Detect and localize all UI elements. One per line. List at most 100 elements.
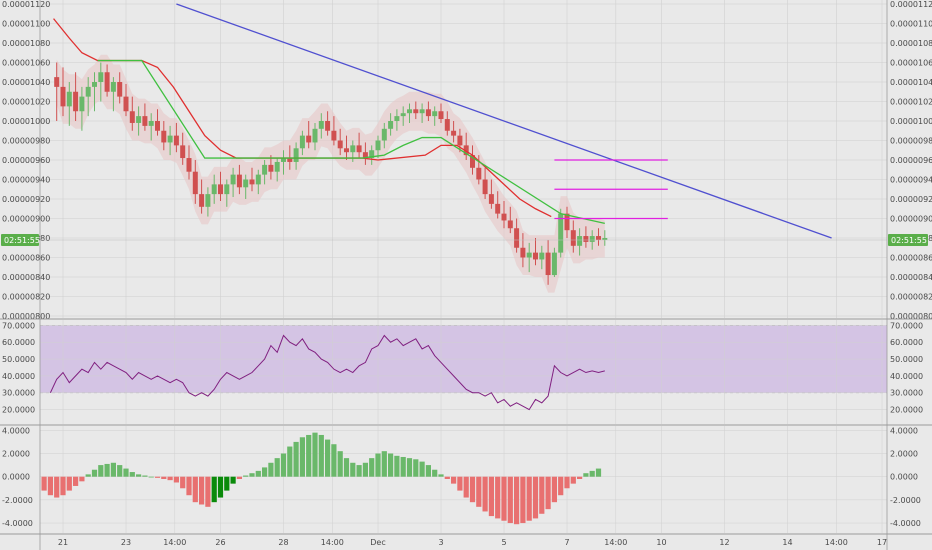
candle-bear[interactable] — [173, 135, 179, 146]
hist-bar-positive[interactable] — [318, 434, 324, 477]
candle-bear[interactable] — [180, 145, 186, 159]
candle-bear[interactable] — [344, 148, 349, 153]
hist-bar-positive[interactable] — [331, 444, 337, 477]
candle-bear[interactable] — [463, 145, 469, 156]
hist-bar-positive[interactable] — [280, 453, 287, 477]
hist-bar-negative[interactable] — [73, 476, 79, 486]
candle-bull[interactable] — [539, 252, 545, 260]
candle-bear[interactable] — [325, 121, 331, 131]
hist-bar-negative[interactable] — [514, 476, 520, 525]
candle-bear[interactable] — [236, 174, 242, 188]
candle-bull[interactable] — [85, 86, 91, 97]
price-panel[interactable]: 0.00001120 0.00001120 0.00001100 0.00001100… — [0, 0, 932, 321]
candle-bear[interactable] — [470, 155, 475, 168]
hist-bar-negative[interactable] — [457, 476, 463, 491]
candle-bear[interactable] — [249, 179, 255, 185]
hist-bar-positive[interactable] — [306, 434, 312, 477]
candle-bear[interactable] — [186, 158, 192, 172]
candle-bull[interactable] — [394, 116, 400, 121]
hist-bar-negative[interactable] — [186, 476, 192, 496]
hist-bar-positive[interactable] — [343, 458, 350, 477]
candle-bear[interactable] — [362, 152, 368, 159]
candle-bull[interactable] — [350, 145, 356, 153]
hist-bar-positive[interactable] — [98, 465, 104, 477]
hist-bar-negative[interactable] — [199, 476, 205, 505]
candle-bear[interactable] — [457, 135, 463, 146]
candle-bull[interactable] — [293, 148, 299, 162]
candle-bull[interactable] — [211, 184, 217, 195]
candle-bull[interactable] — [602, 238, 608, 240]
hist-bar-negative[interactable] — [463, 476, 469, 498]
candle-bear[interactable] — [564, 213, 570, 231]
hist-bar-positive[interactable] — [129, 472, 135, 477]
hist-bar-positive[interactable] — [406, 458, 413, 477]
hist-bar-positive[interactable] — [394, 455, 400, 477]
hist-bar-positive[interactable] — [255, 470, 261, 477]
candle-bear[interactable] — [161, 130, 167, 143]
candle-bear[interactable] — [451, 130, 457, 136]
hist-bar-positive[interactable] — [85, 474, 91, 477]
candle-bear[interactable] — [482, 179, 488, 195]
candle-bull[interactable] — [381, 128, 387, 141]
candle-bear[interactable] — [199, 194, 205, 207]
candle-bull[interactable] — [92, 82, 97, 87]
hist-bar-negative[interactable] — [161, 476, 167, 479]
candle-bull[interactable] — [318, 121, 324, 129]
candle-bull[interactable] — [255, 174, 261, 185]
candle-bear[interactable] — [356, 145, 362, 153]
hist-bar-negative[interactable] — [476, 476, 482, 507]
hist-bar-negative[interactable] — [224, 476, 230, 491]
candle-bear[interactable] — [507, 220, 513, 229]
hist-bar-negative[interactable] — [60, 476, 66, 496]
candle-bear[interactable] — [337, 140, 343, 149]
hist-bar-positive[interactable] — [362, 462, 368, 477]
rsi-line[interactable] — [49, 334, 605, 411]
hist-bar-positive[interactable] — [299, 437, 305, 477]
candle-bull[interactable] — [432, 111, 438, 117]
candle-bear[interactable] — [444, 119, 450, 131]
candle-bull[interactable] — [224, 184, 230, 195]
candle-bull[interactable] — [589, 236, 595, 242]
hist-bar-positive[interactable] — [381, 451, 387, 477]
candle-bear[interactable] — [268, 164, 274, 172]
hist-bar-negative[interactable] — [539, 476, 545, 514]
hist-bar-positive[interactable] — [136, 474, 142, 477]
candle-bear[interactable] — [60, 86, 66, 107]
hist-bar-negative[interactable] — [520, 476, 526, 524]
candle-bull[interactable] — [375, 140, 381, 151]
hist-bar-negative[interactable] — [451, 476, 457, 484]
hist-bar-negative[interactable] — [192, 476, 198, 503]
candle-bull[interactable] — [551, 252, 557, 276]
candle-bull[interactable] — [136, 116, 142, 123]
candle-bear[interactable] — [287, 158, 293, 162]
hist-bar-negative[interactable] — [532, 476, 539, 519]
candle-bear[interactable] — [514, 228, 520, 248]
hist-bar-positive[interactable] — [595, 468, 602, 477]
hist-bar-positive[interactable] — [419, 461, 425, 477]
hist-bar-positive[interactable] — [356, 465, 362, 477]
candle-bear[interactable] — [413, 109, 419, 114]
candle-bear[interactable] — [218, 184, 223, 195]
hist-bar-positive[interactable] — [148, 476, 154, 478]
hist-bar-positive[interactable] — [287, 446, 293, 477]
candle-bull[interactable] — [98, 72, 104, 82]
hist-bar-negative[interactable] — [482, 476, 488, 512]
hist-bar-positive[interactable] — [268, 462, 274, 477]
candle-bull[interactable] — [243, 179, 249, 188]
hist-bar-negative[interactable] — [236, 476, 242, 479]
candle-bear[interactable] — [425, 109, 431, 117]
hist-bar-negative[interactable] — [180, 476, 186, 489]
hist-bar-positive[interactable] — [425, 465, 431, 477]
candle-bear[interactable] — [104, 72, 110, 92]
candle-bear[interactable] — [54, 77, 60, 87]
hist-bar-positive[interactable] — [413, 459, 419, 477]
hist-bar-negative[interactable] — [558, 476, 564, 496]
hist-bar-negative[interactable] — [495, 476, 501, 519]
hist-bar-negative[interactable] — [526, 476, 532, 521]
candle-bear[interactable] — [438, 111, 444, 120]
candle-bull[interactable] — [526, 252, 532, 258]
candle-bull[interactable] — [110, 82, 116, 92]
candle-bull[interactable] — [167, 135, 173, 143]
